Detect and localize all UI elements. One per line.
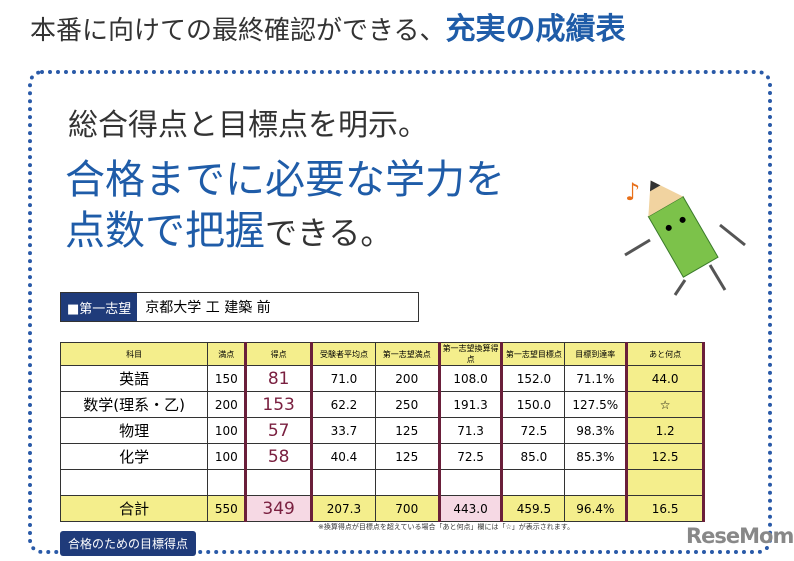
col-header: 第一志望目標点 [501,342,566,366]
cell: 459.5 [501,495,566,522]
cell: 98.3% [564,417,628,444]
cell: 72.5 [437,443,504,470]
subject-cell: 物理 [59,417,209,444]
target-score-button[interactable]: 合格のための目標得点 [60,531,197,556]
dotted-frame [28,70,772,554]
headline-3a: 点数で把握 [65,208,265,254]
cell: 96.4% [564,495,628,522]
cell: 16.5 [625,495,705,522]
cell: 191.3 [437,391,504,418]
cell: 72.5 [501,417,566,444]
cell: 207.3 [311,495,376,522]
cell: 250 [374,391,440,418]
cell: 33.7 [311,417,376,444]
total-label: 合計 [59,495,209,522]
col-header: 科目 [59,342,209,366]
cell: 200 [207,391,247,418]
table-row: 物理 100 57 33.7 125 71.3 72.5 98.3% 1.2 [59,417,705,444]
cell: 443.0 [437,495,504,522]
cell: 1.2 [625,417,705,444]
cell: 153 [244,391,314,418]
cell: 12.5 [625,443,705,470]
total-row: 合計 550 349 207.3 700 443.0 459.5 96.4% 1… [59,495,705,522]
cell: 71.3 [437,417,504,444]
subject-cell: 数学(理系・乙) [59,391,209,418]
first-choice-value: 京都大学 工 建築 前 [145,300,271,316]
cell: 150.0 [501,391,566,418]
cell: 108.0 [437,365,504,392]
subject-cell: 化学 [59,443,209,470]
page-title: 本番に向けての最終確認ができる、充実の成績表 [30,4,625,48]
col-header: 目標到達率 [564,342,628,366]
first-choice-label: ■第一志望 [61,293,138,321]
cell: 100 [207,443,247,470]
col-header: 第一志望換算得点 [437,342,504,366]
cell: 125 [374,443,440,470]
cell: 40.4 [311,443,376,470]
headline-1: 総合得点と目標点を明示。 [68,108,428,143]
resemom-logo: ReseMom [686,524,794,548]
cell: 44.0 [625,365,705,392]
cell: 125 [374,417,440,444]
col-header: 満点 [207,342,247,366]
col-header: 得点 [244,342,314,366]
pencil-character-icon: ♪ [624,178,746,296]
headline-3: 点数で把握できる。 [65,198,392,256]
cell: 100 [207,417,247,444]
cell: 57 [244,417,314,444]
table-row: 数学(理系・乙) 200 153 62.2 250 191.3 150.0 127.5% ☆ [59,391,705,418]
col-header: 第一志望満点 [374,342,440,366]
cell: 85.0 [501,443,566,470]
cell: 71.1% [564,365,628,392]
title-emphasis: 充実の成績表 [445,12,626,47]
first-choice-row: ■第一志望 京都大学 工 建築 前 [60,292,419,322]
header-row: 科目 満点 得点 受験者平均点 第一志望満点 第一志望換算得点 第一志望目標点 … [59,342,705,366]
cell: 58 [244,443,314,470]
cell: 152.0 [501,365,566,392]
footnote: ※換算得点が目標点を超えている場合「あと何点」欄には「☆」が表示されます。 [318,523,575,531]
title-main: 本番に向けての最終確認ができる、 [30,16,446,46]
subject-cell: 英語 [59,365,209,392]
cell: 349 [244,495,314,522]
cell: 71.0 [311,365,376,392]
cell: 127.5% [564,391,628,418]
col-header: あと何点 [625,342,705,366]
headline-2: 合格までに必要な学力を [65,157,505,203]
cell: ☆ [625,391,705,418]
col-header: 受験者平均点 [311,342,376,366]
headline-3b: できる。 [265,214,393,252]
score-table: 科目 満点 得点 受験者平均点 第一志望満点 第一志望換算得点 第一志望目標点 … [59,342,705,522]
cell: 550 [207,495,247,522]
cell: 150 [207,365,247,392]
table-row: 英語 150 81 71.0 200 108.0 152.0 71.1% 44.0 [59,365,705,392]
cell: 85.3% [564,443,628,470]
svg-text:♪: ♪ [625,178,640,206]
table-row: 化学 100 58 40.4 125 72.5 85.0 85.3% 12.5 [59,443,705,470]
cell: 700 [374,495,440,522]
cell: 200 [374,365,440,392]
cell: 62.2 [311,391,376,418]
blank-row [59,469,705,496]
cell: 81 [244,365,314,392]
